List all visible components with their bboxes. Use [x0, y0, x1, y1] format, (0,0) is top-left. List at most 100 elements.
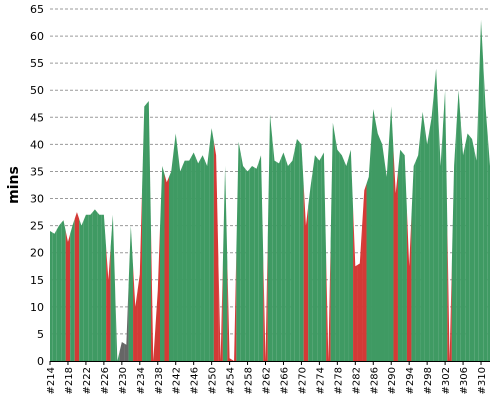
x-tick-label: #254	[226, 367, 237, 394]
area-segment-build-257	[240, 153, 246, 361]
area-segment-build-242	[173, 133, 178, 361]
x-tick-label: #218	[64, 367, 75, 394]
x-tick-label: #258	[244, 367, 255, 394]
area-segment-build-267	[285, 159, 291, 361]
area-segment-build-231	[124, 285, 129, 361]
x-tick-label: #262	[262, 367, 273, 394]
x-axis-ticks: #214 #218 #222 #226 #230 #234 #238 #242 #246 #250…	[46, 361, 488, 394]
area-segment-build-240	[164, 174, 169, 361]
x-tick-label: #250	[208, 367, 219, 394]
area-segment-build-300	[433, 68, 439, 361]
area-segment-build-228	[110, 214, 116, 361]
y-tick-label: 45	[30, 111, 44, 124]
y-tick-label: 20	[30, 247, 44, 260]
area-segment-build-218	[65, 231, 71, 361]
x-tick-label: #270	[297, 367, 308, 394]
area-segment-build-308	[469, 136, 475, 361]
area-segment-build-285	[366, 143, 372, 361]
area-segment-build-214	[50, 231, 53, 361]
area-segment-build-246	[191, 152, 196, 361]
y-tick-label: 60	[30, 30, 44, 43]
area-segment-build-312	[487, 136, 490, 361]
area-segment-build-236	[146, 101, 152, 361]
area-segment-build-309	[474, 90, 479, 361]
area-segment-build-222	[83, 214, 89, 361]
area-segment-build-272	[308, 171, 313, 361]
area-segment-build-283	[357, 226, 363, 361]
area-segment-build-284	[362, 183, 367, 361]
area-segment-build-225	[97, 212, 102, 361]
x-tick-label: #290	[387, 367, 398, 394]
area-segment-build-254	[227, 262, 232, 361]
area-segment-build-223	[88, 212, 93, 361]
y-tick-label: 55	[30, 57, 44, 70]
area-segment-build-279	[339, 152, 345, 361]
area-segment-build-270	[299, 141, 304, 361]
area-segment-build-234	[137, 190, 143, 361]
y-tick-label: 15	[30, 274, 44, 287]
x-tick-label: #294	[405, 367, 416, 394]
area-segment-build-251	[213, 141, 219, 361]
area-segment-build-278	[335, 136, 340, 361]
area-segment-build-277	[330, 122, 336, 361]
area-segment-build-263	[267, 114, 273, 361]
area-segment-build-233	[133, 266, 138, 361]
area-segment-build-306	[460, 122, 466, 361]
area-segment-build-264	[272, 137, 277, 361]
area-segment-build-292	[397, 149, 403, 361]
x-tick-label: #242	[172, 367, 183, 394]
area-segment-build-291	[393, 149, 398, 361]
area-segment-build-299	[429, 92, 434, 361]
area-segment-build-232	[128, 225, 134, 361]
area-segment-build-305	[456, 90, 461, 361]
area-segment-build-307	[465, 133, 470, 361]
area-segment-build-247	[195, 157, 201, 361]
area-segment-build-261	[258, 155, 264, 361]
area-segment-build-273	[312, 155, 318, 361]
area-segment-build-304	[451, 128, 457, 361]
y-axis-label: mins	[6, 166, 22, 204]
y-tick-label: 65	[30, 3, 44, 16]
area-segment-build-294	[406, 210, 412, 361]
area-segment-build-249	[204, 147, 210, 361]
area-segment-build-226	[101, 214, 107, 361]
area-segment-build-269	[294, 138, 300, 361]
x-tick-label: #310	[477, 367, 488, 394]
area-segment-build-252	[218, 258, 223, 361]
y-tick-label: 25	[30, 220, 44, 233]
area-segment-build-243	[177, 152, 183, 361]
area-segment-build-311	[483, 63, 488, 362]
area-segment-build-275	[321, 152, 327, 361]
y-tick-label: 50	[30, 84, 44, 97]
area-segment-build-286	[371, 109, 376, 362]
area-segment-build-293	[402, 152, 407, 361]
area-segment-build-287	[375, 121, 380, 362]
area-segment-build-296	[415, 133, 421, 361]
x-tick-label: #302	[441, 367, 452, 394]
x-tick-label: #274	[315, 367, 326, 394]
x-tick-label: #278	[333, 367, 344, 394]
area-segment-build-268	[290, 149, 295, 361]
area-segment-build-217	[61, 220, 66, 361]
y-tick-label: 30	[30, 193, 44, 206]
area-segment-build-255	[231, 251, 237, 361]
area-segment-build-244	[182, 160, 187, 361]
area-segment-build-271	[303, 185, 309, 361]
area-segment-build-276	[326, 241, 331, 361]
x-tick-label: #214	[46, 367, 57, 394]
area-segment-build-239	[160, 166, 165, 361]
y-axis-ticks: 0 5 10 15 20 25 30 35 40 45 50 55 60 65	[30, 3, 44, 368]
area-segment-build-258	[245, 168, 250, 361]
area-segment-build-219	[70, 218, 75, 361]
y-tick-label: 35	[30, 165, 44, 178]
area-segment-build-216	[56, 222, 62, 361]
area-segment-build-248	[200, 155, 205, 361]
area-segment-build-289	[384, 141, 389, 361]
area-segment-build-280	[344, 157, 349, 361]
area-segment-build-238	[155, 228, 160, 361]
x-tick-label: #246	[190, 367, 201, 394]
x-tick-label: #266	[279, 367, 290, 394]
area-segment-build-281	[348, 149, 354, 361]
area-segment-build-259	[249, 166, 255, 361]
